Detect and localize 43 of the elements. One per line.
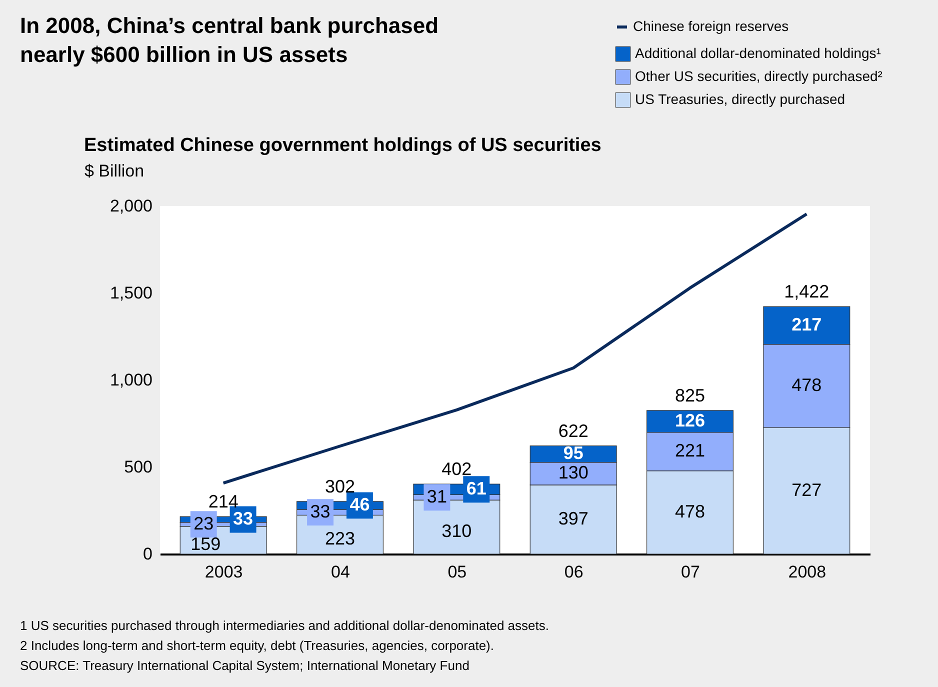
legend-label: Chinese foreign reserves [633,18,789,34]
data-label: 478 [674,501,706,522]
x-tick-label: 2003 [204,562,243,582]
data-label: 727 [792,480,822,500]
data-label: 159 [190,534,221,554]
y-axis-title: $ Billion [84,162,144,180]
data-label: 478 [792,374,822,395]
data-label: 126 [674,410,706,430]
total-label: 825 [674,385,706,406]
x-tick-label: 2008 [788,562,826,582]
total-label: 1,422 [784,282,830,302]
data-label: 61 [466,478,486,498]
chart-title: In 2008, China’s central bank purchased nearly $600 billion in US assets [20,13,439,67]
total-label: 302 [324,476,356,496]
y-tick-label: 1,500 [110,284,152,302]
text: 1 US securities purchased through intermediaries and additional dollar-denominated assets. [20,618,549,633]
legend-label: US Treasuries, directly purchased [635,91,846,107]
data-label: 217 [792,314,822,334]
data-label: 310 [442,521,472,542]
data-label: 397 [558,508,588,528]
source-note: SOURCE: Treasury International Capital System; International Monetary Fund [20,658,470,673]
data-label: 95 [563,443,584,464]
data-label: 221 [674,440,706,461]
y-tick-label: 0 [143,544,152,564]
total-label: 402 [442,459,472,480]
x-tick-label: 05 [448,562,467,582]
y-tick-label: 2,000 [110,196,152,216]
x-tick-label: 07 [681,562,700,582]
data-label: 33 [310,501,330,522]
legend-label: Additional dollar-denominated holdings¹ [635,45,882,61]
x-tick-label: 04 [331,562,350,582]
data-label: 223 [324,528,356,549]
data-label: 130 [558,462,588,483]
y-tick-label: 1,000 [110,370,152,390]
data-label: 46 [350,494,370,514]
data-label: 23 [194,513,214,534]
chart-subtitle: Estimated Chinese government holdings of US securities [84,135,602,156]
y-tick-label: 500 [124,458,152,476]
text: 2 Includes long-term and short-term equity, debt (Treasuries, agencies, corporate). [20,638,494,653]
data-label: 31 [426,486,447,506]
total-label: 622 [558,420,588,441]
legend-label: Other US securities, directly purchased² [635,68,883,84]
x-tick-label: 06 [564,562,584,582]
